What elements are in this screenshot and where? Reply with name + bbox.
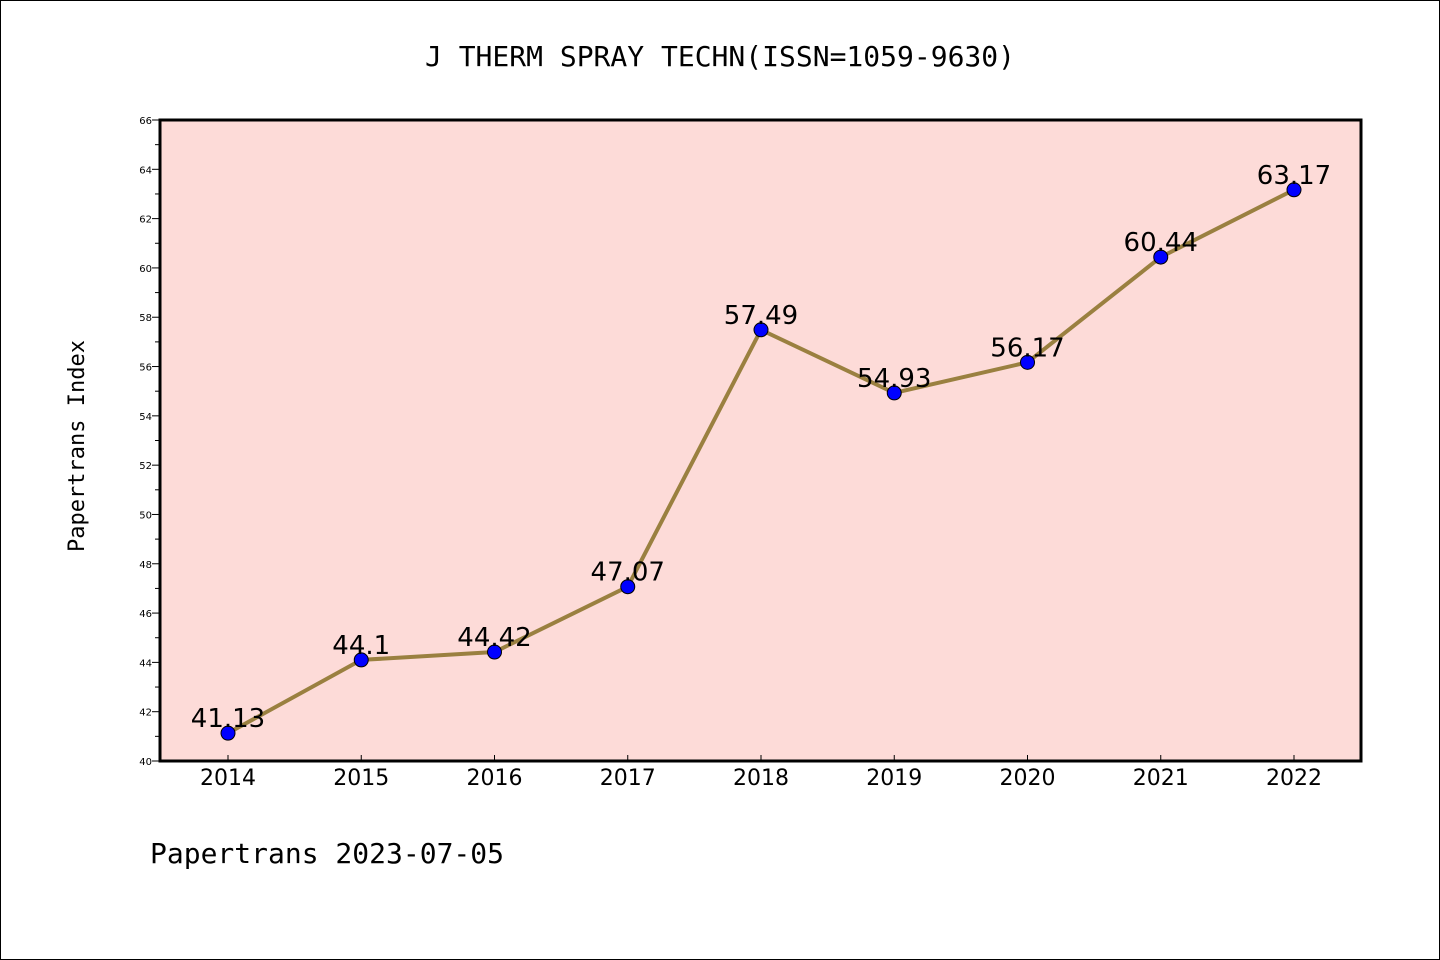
data-label: 44.42 <box>457 623 531 653</box>
data-label: 44.1 <box>332 631 390 661</box>
y-tick-label: 62 <box>139 215 152 226</box>
data-label: 41.13 <box>191 704 265 734</box>
data-point <box>753 322 769 338</box>
y-tick-label: 64 <box>139 165 152 176</box>
data-point <box>1153 249 1169 265</box>
data-label: 47.07 <box>591 558 665 588</box>
x-tick-label: 2015 <box>333 766 389 791</box>
data-label: 54.93 <box>857 364 931 394</box>
x-tick-label: 2016 <box>467 766 523 791</box>
y-tick-label: 48 <box>139 560 152 571</box>
x-tick-label: 2017 <box>600 766 656 791</box>
data-point <box>1286 182 1302 198</box>
x-tick-label: 2019 <box>866 766 922 791</box>
chart-title: J THERM SPRAY TECHN(ISSN=1059-9630) <box>425 40 1015 73</box>
data-label: 60.44 <box>1124 228 1198 258</box>
data-point <box>353 652 369 668</box>
y-tick-label: 52 <box>139 461 152 472</box>
footer-source-date: Papertrans 2023-07-05 <box>150 837 504 870</box>
y-tick-label: 60 <box>139 264 152 275</box>
data-point <box>487 644 502 660</box>
y-axis-label: Papertrans Index <box>65 340 90 552</box>
data-label: 63.17 <box>1257 161 1331 191</box>
data-point <box>620 579 636 595</box>
plot-border <box>158 118 1363 763</box>
x-tick-label: 2020 <box>1000 766 1056 791</box>
x-axis-ticks: 2014 2015 2016 2017 2018 2019 2020 2021 2022 <box>200 755 1322 791</box>
y-tick-label: 50 <box>139 510 152 521</box>
y-tick-label: 58 <box>139 313 152 324</box>
data-point <box>220 725 236 741</box>
data-labels: 41.13 44.1 44.42 47.07 57.49 54.93 56.17 60.44 6… <box>191 161 1331 734</box>
data-point <box>886 385 902 401</box>
y-tick-label: 54 <box>139 412 152 423</box>
y-tick-label: 46 <box>139 609 152 620</box>
y-tick-label: 44 <box>139 658 152 669</box>
y-tick-label: 66 <box>139 116 152 127</box>
y-axis-ticks: 40 42 44 46 48 50 52 54 56 58 60 62 64 66 <box>139 116 160 768</box>
x-tick-label: 2014 <box>200 766 256 791</box>
y-tick-label: 40 <box>139 757 152 768</box>
data-point <box>1020 354 1035 370</box>
x-tick-label: 2021 <box>1133 766 1189 791</box>
x-tick-label: 2018 <box>733 766 789 791</box>
plot-area <box>160 120 1361 761</box>
y-tick-label: 42 <box>139 708 152 719</box>
x-tick-label: 2022 <box>1266 766 1322 791</box>
data-label: 56.17 <box>990 333 1064 363</box>
series-layer <box>220 182 1302 741</box>
data-label: 57.49 <box>724 301 798 331</box>
y-tick-label: 56 <box>139 363 152 374</box>
